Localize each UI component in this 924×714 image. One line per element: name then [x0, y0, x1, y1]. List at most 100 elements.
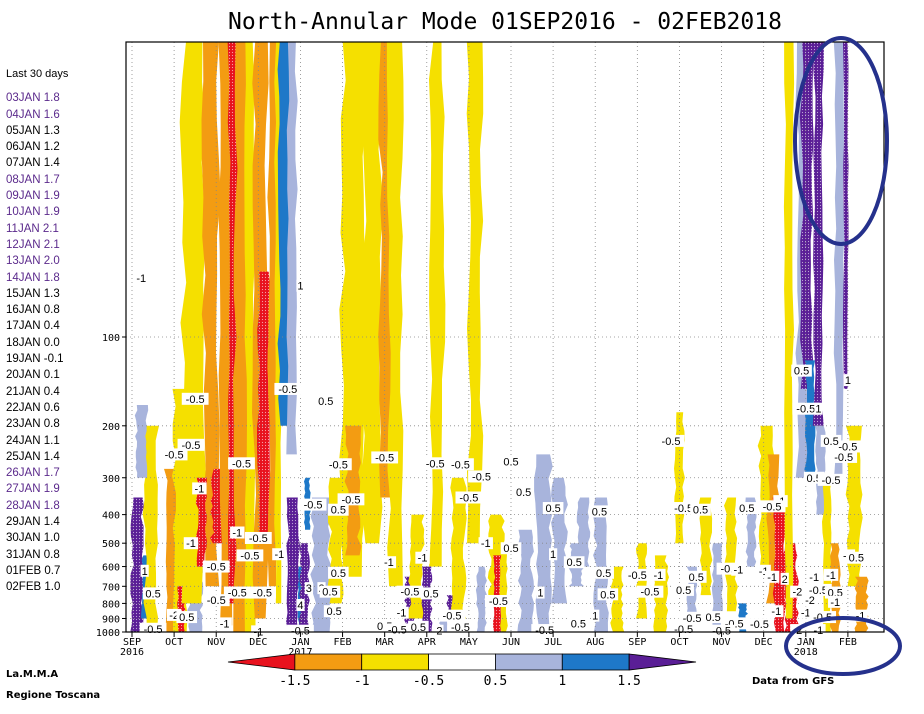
panel-row-value: 1.0	[43, 532, 60, 545]
contour-label-76: -1	[830, 597, 840, 609]
contour-label-66: 0.5	[600, 589, 615, 601]
contour-label-40: -1	[481, 538, 491, 550]
contour-label-88: -1	[856, 611, 866, 623]
panel-row-value: 1.9	[43, 483, 60, 496]
contour-label-33: -0.5	[240, 550, 259, 562]
contour-label-bg-40	[478, 537, 493, 550]
contour-label-bg-23	[670, 502, 698, 515]
contour-label-bg-54	[823, 568, 839, 581]
anomaly-band-46	[534, 454, 553, 626]
colorbar-tick-4: 1	[558, 674, 566, 689]
contour-label-bg-9	[371, 451, 399, 464]
contour-label-bg-66	[597, 588, 619, 601]
contour-label-80: -1	[397, 608, 407, 620]
contour-label-6: -0.5	[165, 449, 184, 461]
panel-row-value: 1.8	[43, 92, 60, 105]
contour-label-18: -0.5	[304, 500, 323, 512]
panel-row-16: 19JAN -0.1	[6, 351, 68, 367]
panel-row-date: 30JAN	[6, 532, 41, 545]
contour-label-bg-10	[421, 457, 449, 470]
panel-row-3: 06JAN 1.2	[6, 139, 68, 155]
anomaly-band-41	[475, 566, 487, 632]
x-tick-label-1: OCT	[165, 637, 183, 648]
anomaly-band-47	[551, 477, 568, 604]
contour-label-2: -0.5	[186, 394, 205, 406]
panel-row-value: 0.7	[44, 564, 61, 577]
contour-label-13: 0.5	[503, 456, 518, 468]
panel-row-28: 31JAN 0.8	[6, 547, 68, 563]
x-tick-label-12: SEP	[628, 637, 646, 648]
panel-row-date: 05JAN	[6, 124, 41, 137]
contour-label-74: -0.5	[489, 596, 508, 608]
panel-row-date: 09JAN	[6, 190, 41, 203]
contour-label-112: -0.5	[834, 452, 853, 464]
contour-label-38: -1	[384, 557, 394, 569]
panel-row-15: 18JAN 0.0	[6, 335, 68, 351]
contour-label-bg-38	[381, 556, 397, 569]
x-tick-label-4: JAN	[291, 637, 309, 648]
contour-label-bg-84	[702, 611, 724, 624]
contour-label-bg-29	[817, 473, 845, 486]
panel-row-5: 08JAN 1.7	[6, 172, 68, 188]
contour-label-bg-75	[802, 594, 818, 607]
contour-label-30: -1	[186, 538, 196, 550]
plot-area	[130, 42, 869, 632]
contour-label-81: -0.5	[443, 611, 462, 623]
contour-label-bg-109	[814, 402, 823, 415]
contour-label-bg-31	[230, 526, 245, 539]
panel-row-date: 04JAN	[6, 108, 41, 121]
contour-label-bg-2	[181, 392, 209, 405]
contour-label-70: -0.5	[809, 585, 828, 597]
highlight-ellipse-bottom	[784, 616, 902, 676]
data-source: Data from GFS	[752, 676, 835, 687]
contour-label-63: -0.5	[400, 587, 419, 599]
contour-label-bg-44	[593, 566, 614, 579]
contour-label-bg-60	[223, 586, 251, 599]
contour-label-bg-13	[500, 455, 522, 468]
panel-row-date: 08JAN	[6, 173, 41, 186]
contour-label-bg-104	[251, 625, 266, 638]
panel-row-value: 0.0	[43, 336, 60, 349]
panel-row-value: 1.2	[43, 141, 60, 154]
colorbar-tick-1: -1	[354, 674, 370, 689]
panel-row-date: 19JAN	[6, 353, 41, 366]
contour-label-bg-83	[678, 611, 706, 624]
x-tick-label-16: JAN	[797, 637, 815, 648]
contour-label-bg-20	[337, 493, 365, 506]
contour-label-bg-11	[447, 458, 474, 471]
anomaly-band-3	[134, 405, 149, 478]
panel-row-date: 01FEB	[6, 564, 42, 577]
x-tick-label-11: AUG	[586, 637, 604, 648]
panel-row-date: 20JAN	[6, 369, 41, 382]
panel-row-value: 0.6	[43, 401, 60, 414]
y-tick-label-0: 100	[102, 333, 120, 344]
contour-label-8: -0.5	[329, 459, 348, 471]
anomaly-band-75	[845, 425, 863, 587]
contour-label-110: -0.5	[838, 441, 857, 453]
contour-label-86: -1	[801, 608, 811, 620]
contour-label-bg-63	[396, 585, 424, 598]
contour-label-bg-81	[438, 609, 466, 622]
contour-label-98: -0.5	[388, 624, 407, 636]
anomaly-band-stipple-74	[843, 42, 849, 389]
contour-label-bg-32	[244, 531, 272, 544]
panel-row-12: 15JAN 1.3	[6, 286, 68, 302]
panel-row-value: 0.8	[43, 418, 60, 431]
y-tick-label-2: 300	[102, 474, 120, 485]
panel-row-29: 01FEB 0.7	[6, 563, 68, 579]
contour-label-bg-15	[513, 485, 534, 498]
colorbar-seg-6	[628, 653, 697, 671]
contour-label-bg-94	[408, 620, 429, 633]
panel-row-date: 02FEB	[6, 581, 42, 594]
panel-row-value: 1.4	[43, 450, 60, 463]
panel-row-value: 1.0	[44, 581, 61, 594]
contour-label-bg-80	[394, 606, 409, 619]
contour-label-68: 0.5	[676, 585, 691, 597]
colorbar-tick-0: -1.5	[279, 674, 310, 689]
anomaly-band-stipple-0	[130, 497, 144, 632]
contour-label-bg-27	[758, 500, 786, 513]
last-30-days-panel: Last 30 days 03JAN 1.8 04JAN 1.6 05JAN 1.3…	[6, 66, 68, 596]
contour-label-bg-53	[807, 570, 822, 583]
x-tick-label-13: OCT	[670, 637, 688, 648]
